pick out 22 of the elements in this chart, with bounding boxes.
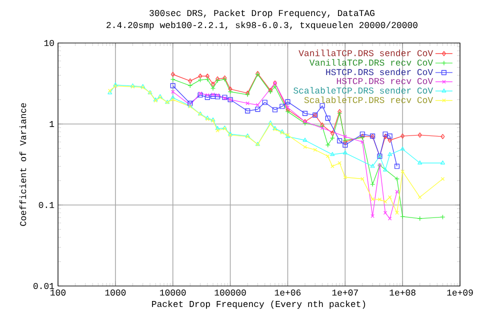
y-tick-label: 10 — [44, 40, 54, 46]
x-tick-label: 1e+07 — [332, 290, 358, 296]
x-tick-label: 100000 — [214, 290, 246, 296]
legend-label: ScalableTCP.DRS sender CoV — [294, 87, 434, 94]
legend-label: VanillaTCP.DRS recv CoV — [309, 59, 434, 66]
x-tick-label: 1e+06 — [274, 290, 301, 296]
y-axis-title: Coefficient of Variance — [20, 103, 26, 226]
legend-label: ScalableTCP.DRS recv CoV — [304, 96, 434, 104]
x-axis-title: Packet Drop Frequency (Every nth packet) — [152, 300, 366, 309]
chart-title: 300sec DRS, Packet Drop Frequency, DataTAG — [150, 10, 374, 18]
y-tick-label: 0.1 — [38, 202, 54, 208]
x-tick-label: 1000 — [105, 290, 126, 296]
x-tick-label: 1e+09 — [447, 290, 473, 296]
x-tick-label: 10000 — [160, 290, 186, 296]
chart-subtitle: 2.4.20smp web100-2.2.1, sk98-6.0.3, txqueuelen 20000/20000 — [106, 22, 418, 30]
y-tick-label: 1 — [50, 121, 54, 127]
legend-label: VanillaTCP.DRS sender CoV — [298, 50, 434, 56]
legend-label: HSTCP.DRS sender CoV — [326, 68, 434, 76]
x-tick-label: 100 — [50, 290, 66, 296]
legend-label: HSTCP.DRS recv CoV — [336, 78, 434, 84]
x-tick-label: 1e+08 — [390, 290, 416, 296]
y-tick-label: 0.01 — [34, 282, 54, 290]
